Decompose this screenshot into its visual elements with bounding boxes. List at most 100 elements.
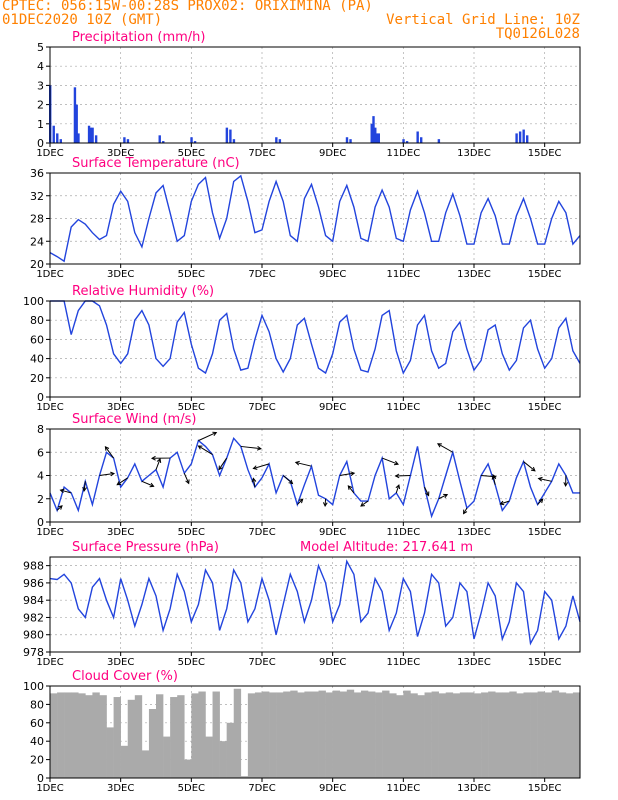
precip-bar	[89, 127, 93, 143]
panel-title: Cloud Cover (%)	[72, 669, 178, 684]
x-tick-label: 15DEC	[528, 783, 562, 794]
wind-arrow	[537, 498, 544, 505]
wind-arrow-head	[443, 493, 449, 499]
y-tick-label: 6	[37, 446, 44, 459]
wind-arrow-head	[218, 465, 223, 471]
cloud-cover-bar	[85, 695, 93, 778]
wind-arrow	[155, 458, 161, 470]
wind-arrow	[218, 457, 228, 470]
cloud-cover-bar	[78, 693, 86, 778]
panel-4	[46, 556, 581, 656]
x-tick-label: 9DEC	[319, 527, 346, 538]
plot-frame	[49, 556, 581, 653]
x-tick-label: 7DEC	[248, 402, 275, 413]
wind-arrow-head	[537, 476, 543, 482]
x-tick-label: 11DEC	[386, 657, 420, 668]
cloud-cover-bar	[466, 692, 475, 778]
y-tick-label: 40	[30, 735, 44, 748]
y-tick-label: 60	[30, 717, 44, 730]
x-tick-label: 9DEC	[319, 402, 346, 413]
precip-bar	[370, 123, 373, 143]
wind-arrow-head	[156, 457, 162, 463]
wind-arrow-head	[530, 466, 536, 472]
precip-bar	[87, 125, 91, 143]
y-tick-label: 20	[30, 258, 44, 271]
wind-arrow	[83, 481, 86, 491]
cloud-cover-bar	[57, 692, 65, 778]
x-tick-label: 5DEC	[178, 269, 205, 280]
x-tick-label: 9DEC	[319, 269, 346, 280]
wind-arrow-head	[57, 505, 63, 510]
cloud-cover-bar	[276, 692, 284, 778]
precip-bar	[126, 139, 130, 143]
cloud-cover-bar	[233, 688, 242, 778]
cloud-cover-bar	[445, 692, 454, 778]
y-tick-label: 20	[30, 372, 44, 385]
cloud-cover-bar	[99, 695, 107, 778]
cloud-cover-bar	[565, 693, 574, 778]
wind-arrow-head	[499, 500, 505, 506]
wind-arrow-head	[82, 486, 87, 492]
wind-arrow-head	[491, 474, 497, 480]
x-tick-label: 1DEC	[36, 269, 63, 280]
header-grid-info: Vertical Grid Line: 10Z	[386, 12, 580, 28]
wind-arrow	[104, 446, 115, 459]
wind-arrow	[60, 489, 72, 494]
x-tick-label: 7DEC	[248, 527, 275, 538]
x-tick-label: 11DEC	[386, 269, 420, 280]
x-tick-label: 15DEC	[528, 269, 562, 280]
panel-1	[46, 172, 581, 268]
wind-arrow	[438, 494, 448, 500]
precip-bar	[52, 125, 55, 143]
wind-arrow-head	[563, 482, 569, 487]
wind-arrow-head	[104, 445, 110, 451]
cloud-cover-bar	[495, 692, 503, 778]
cloud-cover-bar	[156, 694, 164, 778]
x-tick-label: 3DEC	[107, 783, 134, 794]
cloud-cover-bar	[148, 709, 157, 778]
cloud-cover-bar	[572, 692, 581, 778]
cloud-cover-bar	[254, 692, 263, 778]
cloud-cover-bar	[410, 693, 418, 778]
precip-bar	[437, 139, 441, 143]
wind-arrow	[56, 505, 63, 511]
cloud-cover-bar	[481, 692, 489, 778]
cloud-cover-bar	[92, 692, 100, 778]
wind-arrow-head	[212, 431, 218, 437]
cloud-cover-bar	[474, 693, 482, 778]
cloud-cover-bar	[226, 722, 235, 778]
precip-bar	[420, 137, 423, 143]
cloud-cover-bar	[318, 690, 326, 778]
x-tick-label: 3DEC	[107, 527, 134, 538]
panel-3	[46, 428, 581, 526]
cloud-cover-bar	[396, 695, 404, 778]
cloud-cover-bar	[212, 691, 220, 778]
wind-arrow	[538, 478, 552, 482]
panel-title: Surface Temperature (nC)	[72, 156, 240, 171]
cloud-cover-bar	[375, 692, 383, 778]
cloud-cover-bar	[558, 692, 567, 778]
cloud-cover-bar	[311, 691, 319, 778]
x-tick-label: 15DEC	[528, 148, 562, 159]
cloud-cover-bar	[141, 750, 150, 778]
x-tick-label: 15DEC	[528, 527, 562, 538]
precip-bar	[372, 116, 375, 143]
cloud-cover-bar	[269, 692, 277, 778]
cloud-cover-bar	[332, 690, 341, 778]
x-tick-label: 3DEC	[107, 402, 134, 413]
plot-frame	[49, 172, 581, 265]
x-tick-label: 7DEC	[248, 269, 275, 280]
wind-arrow-head	[150, 455, 156, 461]
cloud-cover-bar	[459, 692, 468, 778]
cloud-cover-bar	[113, 697, 121, 778]
y-tick-label: 80	[30, 314, 44, 327]
precip-bar	[75, 104, 78, 143]
x-tick-label: 15DEC	[528, 657, 562, 668]
cloud-cover-bar	[389, 693, 397, 778]
x-tick-label: 5DEC	[178, 527, 205, 538]
precip-bar	[522, 129, 525, 143]
cloud-cover-bar	[247, 693, 256, 778]
precip-bar	[518, 131, 522, 143]
x-tick-label: 11DEC	[386, 402, 420, 413]
